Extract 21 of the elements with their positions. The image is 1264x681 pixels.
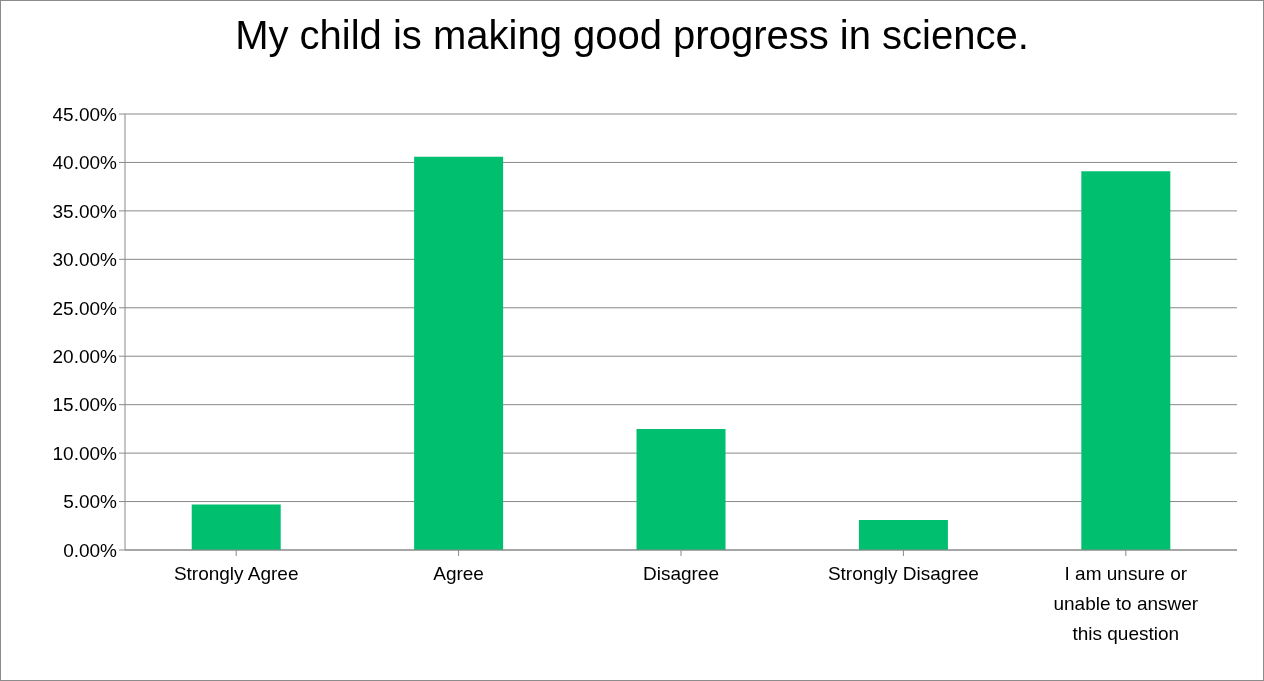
x-tick-label: I am unsure or unable to answer this question xyxy=(1053,563,1199,644)
y-tick-label: 0.00% xyxy=(63,539,118,561)
bar xyxy=(414,156,504,550)
bar xyxy=(191,504,281,550)
bar xyxy=(858,519,948,550)
bar xyxy=(636,428,726,550)
y-tick-label: 30.00% xyxy=(52,249,118,271)
x-tick-label: Disagree xyxy=(642,563,720,584)
x-tick-label: Agree xyxy=(433,563,484,584)
y-tick-label: 40.00% xyxy=(52,152,118,174)
x-tick-label: Strongly Agree xyxy=(173,563,299,584)
y-tick-label: 5.00% xyxy=(63,491,118,513)
y-tick-label: 25.00% xyxy=(52,297,118,319)
bar xyxy=(1081,171,1171,550)
y-tick-label: 10.00% xyxy=(52,442,118,464)
y-tick-label: 45.00% xyxy=(52,103,118,125)
y-tick-label: 20.00% xyxy=(52,345,118,367)
x-tick-label: Strongly Disagree xyxy=(827,563,979,584)
chart-title: My child is making good progress in science. xyxy=(234,13,1030,58)
y-tick-label: 35.00% xyxy=(52,200,118,222)
y-tick-label: 15.00% xyxy=(52,394,118,416)
